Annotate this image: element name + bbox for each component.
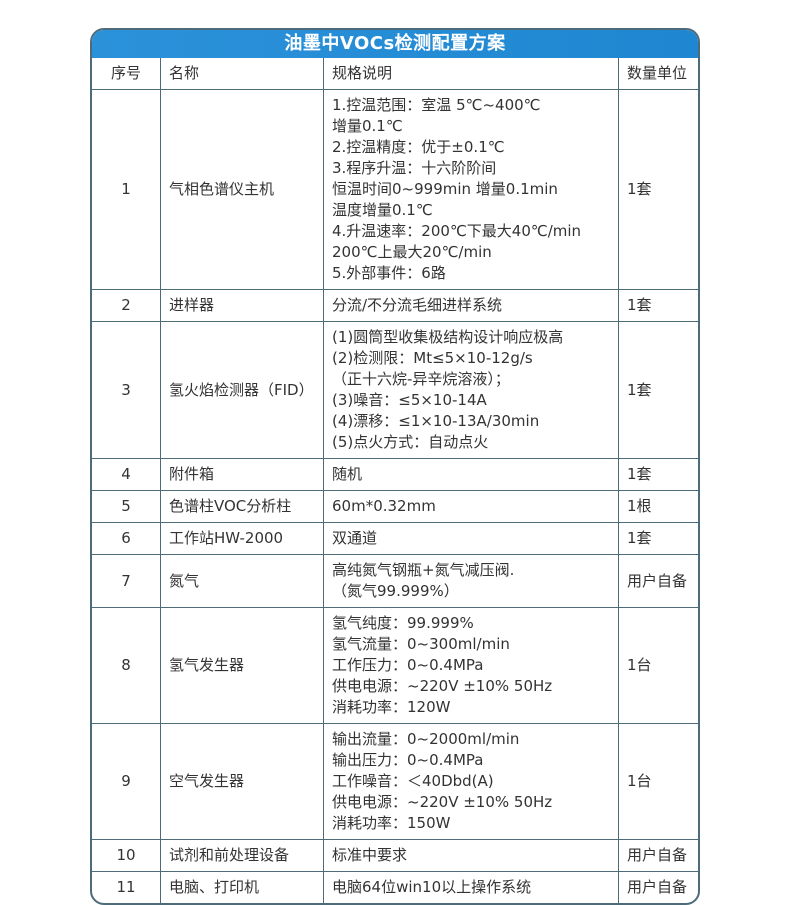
item-spec: 1.控温范围：室温 5℃~400℃ 增量0.1℃ 2.控温精度：优于±0.1℃ … [323, 89, 619, 290]
column-header-no: 序号 [92, 58, 161, 90]
column-header-name: 名称 [160, 58, 324, 90]
table-row: 1 气相色谱仪主机 1.控温范围：室温 5℃~400℃ 增量0.1℃ 2.控温精… [92, 89, 698, 290]
row-number: 9 [92, 723, 161, 840]
item-name: 氮气 [160, 554, 324, 608]
item-name: 氢气发生器 [160, 607, 324, 724]
table-row: 8 氢气发生器 氢气纯度：99.999% 氢气流量：0~300ml/min 工作… [92, 607, 698, 724]
table-row: 10 试剂和前处理设备 标准中要求 用户自备 [92, 839, 698, 872]
item-spec: 输出流量：0~2000ml/min 输出压力：0~0.4MPa 工作噪音：＜40… [323, 723, 619, 840]
config-table-card: 油墨中VOCs检测配置方案 序号 名称 规格说明 数量单位 1 气相色谱仪主机 … [90, 28, 700, 905]
row-number: 7 [92, 554, 161, 608]
item-name: 电脑、打印机 [160, 871, 324, 903]
row-number: 1 [92, 89, 161, 290]
item-name: 附件箱 [160, 458, 324, 491]
item-spec: 电脑64位win10以上操作系统 [323, 871, 619, 903]
item-name: 试剂和前处理设备 [160, 839, 324, 872]
item-name: 气相色谱仪主机 [160, 89, 324, 290]
row-number: 5 [92, 490, 161, 523]
table-row: 3 氢火焰检测器（FID） (1)圆筒型收集极结构设计响应极高 (2)检测限：M… [92, 321, 698, 459]
table-row: 4 附件箱 随机 1套 [92, 458, 698, 491]
row-number: 4 [92, 458, 161, 491]
item-spec: 氢气纯度：99.999% 氢气流量：0~300ml/min 工作压力：0~0.4… [323, 607, 619, 724]
item-spec: 分流/不分流毛细进样系统 [323, 289, 619, 322]
column-header-spec: 规格说明 [323, 58, 619, 90]
title-bar: 油墨中VOCs检测配置方案 [92, 30, 698, 58]
table-row: 5 色谱柱VOC分析柱 60m*0.32mm 1根 [92, 490, 698, 523]
table-row: 2 进样器 分流/不分流毛细进样系统 1套 [92, 289, 698, 322]
item-spec: 高纯氮气钢瓶+氮气减压阀. （氮气99.999%） [323, 554, 619, 608]
row-number: 6 [92, 522, 161, 555]
item-qty: 1套 [618, 458, 698, 491]
item-spec: 随机 [323, 458, 619, 491]
row-number: 8 [92, 607, 161, 724]
item-spec: 60m*0.32mm [323, 490, 619, 523]
item-name: 氢火焰检测器（FID） [160, 321, 324, 459]
item-name: 空气发生器 [160, 723, 324, 840]
table-row: 11 电脑、打印机 电脑64位win10以上操作系统 用户自备 [92, 871, 698, 903]
table-row: 7 氮气 高纯氮气钢瓶+氮气减压阀. （氮气99.999%） 用户自备 [92, 554, 698, 608]
item-spec: 标准中要求 [323, 839, 619, 872]
item-name: 色谱柱VOC分析柱 [160, 490, 324, 523]
item-qty: 1根 [618, 490, 698, 523]
item-qty: 用户自备 [618, 839, 698, 872]
header-row: 序号 名称 规格说明 数量单位 [92, 58, 698, 90]
row-number: 11 [92, 871, 161, 903]
item-spec: 双通道 [323, 522, 619, 555]
item-qty: 1套 [618, 321, 698, 459]
row-number: 10 [92, 839, 161, 872]
item-qty: 用户自备 [618, 871, 698, 903]
item-qty: 1套 [618, 522, 698, 555]
row-number: 2 [92, 289, 161, 322]
item-qty: 1套 [618, 89, 698, 290]
table-body: 1 气相色谱仪主机 1.控温范围：室温 5℃~400℃ 增量0.1℃ 2.控温精… [92, 89, 698, 903]
item-name: 进样器 [160, 289, 324, 322]
item-spec: (1)圆筒型收集极结构设计响应极高 (2)检测限：Mt≤5×10-12g/s （… [323, 321, 619, 459]
table-row: 6 工作站HW-2000 双通道 1套 [92, 522, 698, 555]
column-header-qty: 数量单位 [618, 58, 698, 90]
page-title: 油墨中VOCs检测配置方案 [284, 33, 506, 54]
spec-table: 序号 名称 规格说明 数量单位 1 气相色谱仪主机 1.控温范围：室温 5℃~4… [92, 58, 698, 903]
item-qty: 用户自备 [618, 554, 698, 608]
item-qty: 1套 [618, 289, 698, 322]
table-row: 9 空气发生器 输出流量：0~2000ml/min 输出压力：0~0.4MPa … [92, 723, 698, 840]
item-qty: 1台 [618, 723, 698, 840]
item-name: 工作站HW-2000 [160, 522, 324, 555]
row-number: 3 [92, 321, 161, 459]
item-qty: 1台 [618, 607, 698, 724]
